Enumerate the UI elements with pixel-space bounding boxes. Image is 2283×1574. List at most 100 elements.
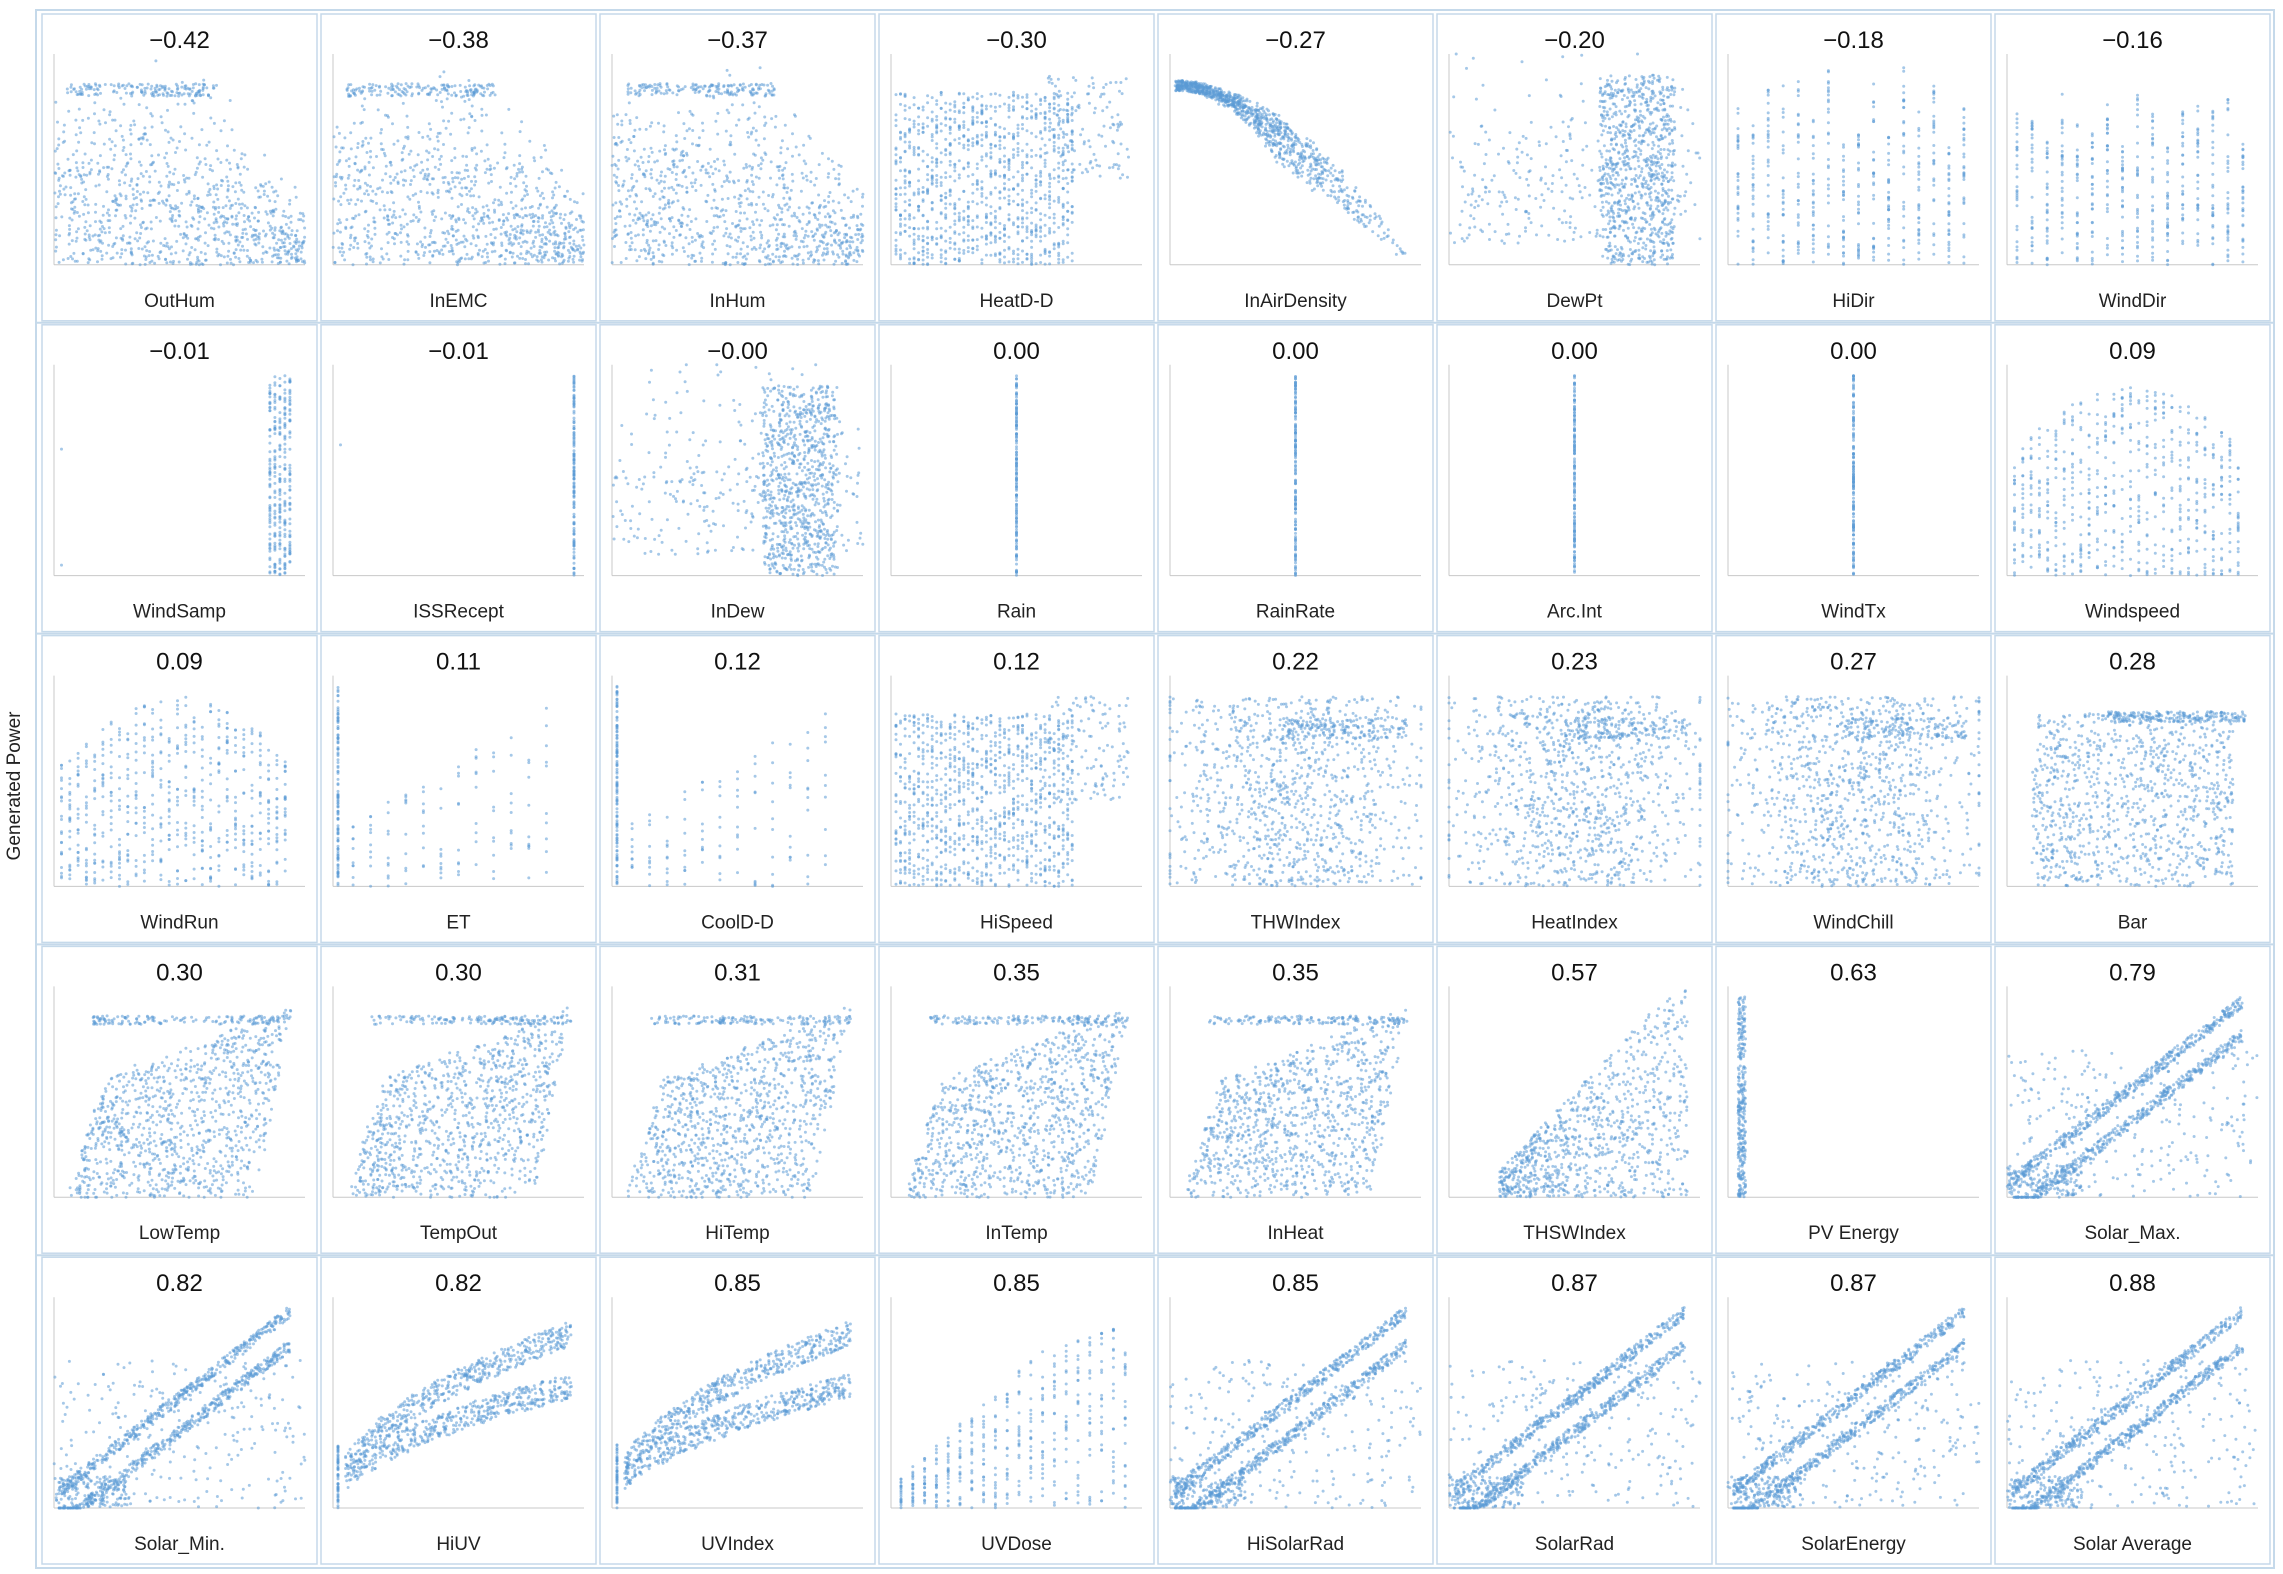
- scatter-point: [716, 226, 719, 229]
- scatter-point: [827, 176, 830, 179]
- scatter-point: [541, 170, 544, 173]
- scatter-point: [575, 245, 578, 248]
- x-axis-label: OutHum: [144, 291, 215, 312]
- scatter-point: [572, 248, 575, 251]
- scatter-point: [712, 172, 715, 175]
- scatter-point: [645, 128, 648, 131]
- scatter-point: [507, 108, 510, 111]
- scatter-point: [183, 132, 186, 135]
- scatter-point: [655, 239, 658, 242]
- scatter-point: [225, 204, 228, 207]
- scatter-point: [356, 198, 359, 201]
- scatter-point: [564, 195, 567, 198]
- scatter-point: [913, 227, 916, 230]
- scatter-point: [780, 207, 783, 210]
- scatter-point: [971, 173, 974, 176]
- scatter-point: [721, 185, 724, 188]
- scatter-point: [214, 234, 217, 237]
- scatter-point: [341, 254, 344, 257]
- scatter-point: [70, 90, 73, 93]
- scatter-point: [742, 83, 745, 86]
- scatter-point: [755, 203, 758, 206]
- scatter-point: [861, 224, 864, 227]
- scatter-point: [614, 201, 617, 204]
- scatter-point: [774, 218, 777, 221]
- scatter-point: [464, 86, 467, 89]
- scatter-point: [120, 248, 123, 251]
- scatter-point: [237, 211, 240, 214]
- scatter-point: [81, 119, 84, 122]
- scatter-point: [755, 91, 758, 94]
- scatter-point: [68, 228, 71, 231]
- scatter-point: [740, 248, 743, 251]
- scatter-point: [63, 124, 66, 127]
- scatter-point: [913, 103, 916, 106]
- scatter-point: [418, 218, 421, 221]
- scatter-point: [533, 245, 536, 248]
- scatter-point: [108, 231, 111, 234]
- scatter-point: [362, 85, 365, 88]
- scatter-point: [560, 242, 563, 245]
- scatter-point: [635, 116, 638, 119]
- scatter-point: [396, 139, 399, 142]
- scatter-point: [695, 88, 698, 91]
- scatter-point: [206, 194, 209, 197]
- scatter-point: [508, 237, 511, 240]
- scatter-point: [261, 245, 264, 248]
- scatter-point: [445, 238, 448, 241]
- scatter-point: [724, 262, 727, 265]
- scatter-point: [525, 185, 528, 188]
- correlation-label: −0.38: [428, 27, 489, 54]
- scatter-point: [726, 90, 729, 93]
- scatter-point: [505, 192, 508, 195]
- scatter-point: [989, 234, 992, 237]
- scatter-point: [580, 229, 583, 232]
- scatter-point: [510, 176, 513, 179]
- scatter-point: [962, 106, 965, 109]
- scatter-point: [89, 249, 92, 252]
- scatter-point: [525, 229, 528, 232]
- scatter-point: [160, 185, 163, 188]
- scatter-point: [782, 197, 785, 200]
- scatter-point: [204, 163, 207, 166]
- scatter-point: [151, 126, 154, 129]
- scatter-point: [170, 94, 173, 97]
- scatter-point: [638, 85, 641, 88]
- scatter-point: [284, 215, 287, 218]
- scatter-point: [953, 110, 956, 113]
- scatter-point: [824, 215, 827, 218]
- scatter-point: [383, 152, 386, 155]
- scatter-point: [384, 85, 387, 88]
- scatter-point: [651, 151, 654, 154]
- scatter-point: [118, 86, 121, 89]
- scatter-point: [337, 200, 340, 203]
- scatter-point: [143, 255, 146, 258]
- scatter-point: [770, 82, 773, 85]
- scatter-point: [616, 123, 619, 126]
- scatter-point: [817, 194, 820, 197]
- scatter-point: [119, 227, 122, 230]
- scatter-point: [356, 169, 359, 172]
- scatter-point: [931, 169, 934, 172]
- scatter-point: [238, 260, 241, 263]
- scatter-point: [699, 252, 702, 255]
- scatter-point: [537, 260, 540, 263]
- scatter-point: [715, 214, 718, 217]
- scatter-point: [346, 199, 349, 202]
- scatter-point: [751, 220, 754, 223]
- scatter-point: [837, 164, 840, 167]
- scatter-point: [654, 92, 657, 95]
- scatter-point: [830, 244, 833, 247]
- scatter-point: [421, 169, 424, 172]
- scatter-point: [539, 203, 542, 206]
- scatter-point: [205, 259, 208, 262]
- scatter-point: [755, 83, 758, 86]
- scatter-point: [908, 204, 911, 207]
- scatter-point: [629, 141, 632, 144]
- scatter-point: [389, 175, 392, 178]
- scatter-point: [533, 156, 536, 159]
- scatter-point: [675, 134, 678, 137]
- scatter-point: [356, 247, 359, 250]
- scatter-point: [962, 226, 965, 229]
